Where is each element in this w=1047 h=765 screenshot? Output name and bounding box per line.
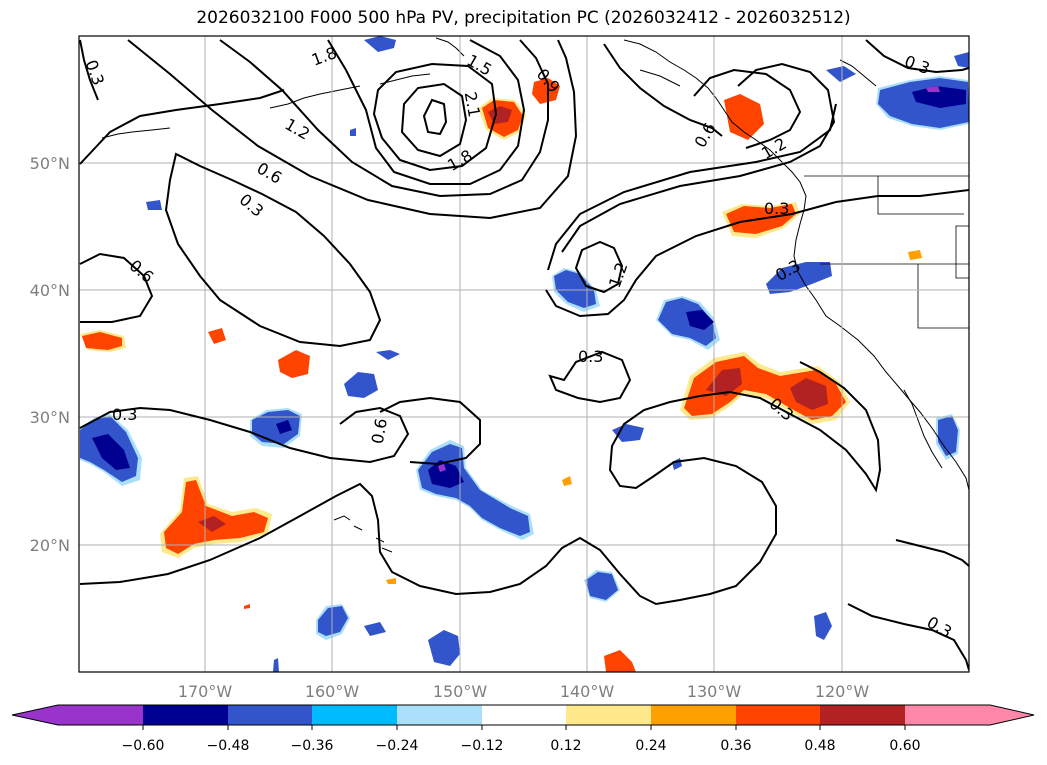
lon-tick-label: 150°W — [433, 682, 488, 701]
contour-label: 0.3 — [112, 405, 137, 424]
colorbar-tick-label: 0.36 — [720, 738, 751, 754]
colorbar-tick-label: −0.12 — [461, 738, 504, 754]
colorbar-tick-label: 0.48 — [804, 738, 835, 754]
pv-contours — [79, 39, 969, 671]
colorbar-tick-label: 0.60 — [889, 738, 920, 754]
colorbar-segment — [566, 705, 651, 725]
plot-border — [78, 35, 970, 673]
precip-negative-areas — [80, 36, 969, 672]
borders — [804, 175, 969, 329]
lat-tick-label: 30°N — [30, 408, 70, 427]
lon-tick-label: 160°W — [305, 682, 360, 701]
colorbar-tick-label: 0.24 — [635, 738, 666, 754]
lat-tick-label: 50°N — [30, 154, 70, 173]
colorbar-segment — [820, 705, 905, 725]
colorbar-tick-label: 0.12 — [550, 738, 581, 754]
colorbar-segment — [312, 705, 397, 725]
latitude-ticks: 50°N 40°N 30°N 20°N — [30, 154, 70, 555]
colorbar-segment — [736, 705, 820, 725]
lon-tick-label: 120°W — [815, 682, 870, 701]
colorbar-extend-low — [12, 705, 58, 725]
colorbar-segment — [58, 705, 143, 725]
longitude-ticks: 170°W 160°W 150°W 140°W 130°W 120°W — [178, 682, 870, 701]
colorbar-segment — [143, 705, 228, 725]
contour-label: 0.3 — [764, 199, 789, 218]
contour-label: 0.6 — [368, 417, 391, 445]
lat-tick-label: 40°N — [30, 281, 70, 300]
colorbar-tick-label: −0.36 — [291, 738, 334, 754]
plot-area: 0.3 1.8 1.5 0.9 2.1 1.2 0.6 1.8 0.3 0.6 … — [79, 36, 969, 672]
colorbar-segment — [482, 705, 566, 725]
colorbar-segment — [228, 705, 312, 725]
lon-tick-label: 140°W — [560, 682, 615, 701]
colorbar-extend-high — [990, 705, 1034, 725]
colorbar-segment — [905, 705, 990, 725]
colorbar-segment — [397, 705, 482, 725]
contour-label: 0.3 — [578, 347, 603, 366]
contour-label: 2.1 — [461, 90, 484, 118]
colorbar-tick-label: −0.24 — [376, 738, 419, 754]
lon-tick-label: 130°W — [687, 682, 742, 701]
map-title: 2026032100 F000 500 hPa PV, precipitatio… — [196, 8, 851, 28]
colorbar-tick-label: −0.60 — [122, 738, 165, 754]
lat-tick-label: 20°N — [30, 536, 70, 555]
colorbar-segment — [651, 705, 736, 725]
lon-tick-label: 170°W — [178, 682, 233, 701]
colorbar-tick-label: −0.48 — [207, 738, 250, 754]
colorbar: −0.60 −0.48 −0.36 −0.24 −0.12 0.12 0.24 … — [11, 704, 1035, 754]
